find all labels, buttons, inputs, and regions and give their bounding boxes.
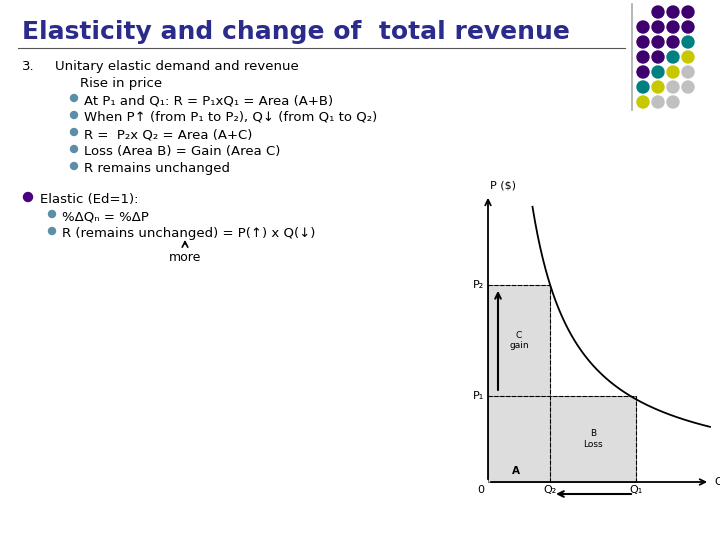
Text: Loss (Area B) = Gain (Area C): Loss (Area B) = Gain (Area C) (84, 145, 280, 158)
Text: R remains unchanged: R remains unchanged (84, 162, 230, 175)
Circle shape (71, 145, 78, 152)
Circle shape (682, 66, 694, 78)
Circle shape (637, 51, 649, 63)
Circle shape (652, 66, 664, 78)
Circle shape (682, 21, 694, 33)
Circle shape (652, 21, 664, 33)
Circle shape (667, 36, 679, 48)
Circle shape (637, 21, 649, 33)
Text: When P↑ (from P₁ to P₂), Q↓ (from Q₁ to Q₂): When P↑ (from P₁ to P₂), Q↓ (from Q₁ to … (84, 111, 377, 124)
Text: P₁: P₁ (473, 391, 484, 401)
Text: Q: Q (714, 477, 720, 487)
Circle shape (48, 227, 55, 234)
Circle shape (71, 129, 78, 136)
Text: Rise in price: Rise in price (80, 77, 162, 90)
Text: Elastic (Ed=1):: Elastic (Ed=1): (40, 193, 138, 206)
Circle shape (24, 192, 32, 201)
Text: At P₁ and Q₁: R = P₁xQ₁ = Area (A+B): At P₁ and Q₁: R = P₁xQ₁ = Area (A+B) (84, 94, 333, 107)
Circle shape (637, 66, 649, 78)
Circle shape (71, 163, 78, 170)
Bar (488, 285, 550, 396)
Text: C
gain: C gain (509, 330, 529, 350)
Text: B
Loss: B Loss (583, 429, 603, 449)
Circle shape (682, 36, 694, 48)
Text: %ΔQₙ = %ΔP: %ΔQₙ = %ΔP (62, 210, 149, 223)
Circle shape (652, 6, 664, 18)
Circle shape (637, 36, 649, 48)
Text: Q₁: Q₁ (629, 485, 643, 495)
Text: 3.: 3. (22, 60, 35, 73)
Text: R =  P₂x Q₂ = Area (A+C): R = P₂x Q₂ = Area (A+C) (84, 128, 253, 141)
Text: more: more (168, 251, 201, 264)
Bar (550, 396, 636, 482)
Circle shape (667, 66, 679, 78)
Circle shape (652, 96, 664, 108)
Text: Q₂: Q₂ (544, 485, 557, 495)
Text: R (remains unchanged) = P(↑) x Q(↓): R (remains unchanged) = P(↑) x Q(↓) (62, 227, 315, 240)
Circle shape (667, 21, 679, 33)
Circle shape (652, 81, 664, 93)
Circle shape (682, 51, 694, 63)
Circle shape (682, 81, 694, 93)
Circle shape (652, 36, 664, 48)
Circle shape (667, 6, 679, 18)
Circle shape (652, 51, 664, 63)
Text: A: A (512, 466, 520, 476)
Text: Elasticity and change of  total revenue: Elasticity and change of total revenue (22, 20, 570, 44)
Circle shape (637, 96, 649, 108)
Circle shape (667, 96, 679, 108)
Text: 0: 0 (477, 485, 485, 495)
Text: P₂: P₂ (473, 280, 484, 290)
Circle shape (682, 6, 694, 18)
Circle shape (637, 81, 649, 93)
Circle shape (71, 94, 78, 102)
Circle shape (667, 51, 679, 63)
Circle shape (667, 81, 679, 93)
Circle shape (71, 111, 78, 118)
Circle shape (48, 211, 55, 218)
Text: P ($): P ($) (490, 181, 516, 191)
Text: Unitary elastic demand and revenue: Unitary elastic demand and revenue (55, 60, 299, 73)
Bar (488, 396, 550, 482)
